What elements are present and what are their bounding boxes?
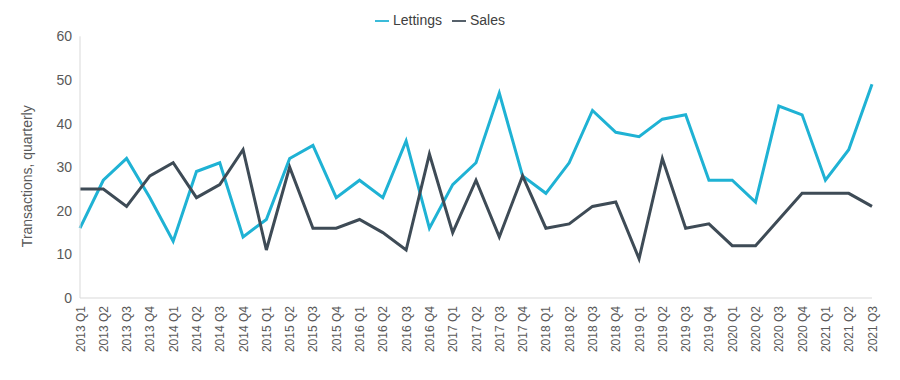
svg-text:2019 Q2: 2019 Q2: [656, 306, 670, 352]
svg-text:2020 Q2: 2020 Q2: [749, 306, 763, 352]
svg-text:50: 50: [56, 72, 72, 88]
svg-text:2016 Q4: 2016 Q4: [423, 306, 437, 352]
svg-text:10: 10: [56, 246, 72, 262]
svg-text:2016 Q1: 2016 Q1: [353, 306, 367, 352]
svg-text:2014 Q2: 2014 Q2: [190, 306, 204, 352]
svg-text:2015 Q1: 2015 Q1: [260, 306, 274, 352]
html-text:Sales: Sales: [470, 12, 505, 28]
svg-text:2019 Q3: 2019 Q3: [679, 306, 693, 352]
svg-text:2014 Q1: 2014 Q1: [167, 306, 181, 352]
svg-text:2018 Q4: 2018 Q4: [609, 306, 623, 352]
svg-text:2018 Q3: 2018 Q3: [586, 306, 600, 352]
svg-text:30: 30: [56, 159, 72, 175]
svg-text:2015 Q3: 2015 Q3: [306, 306, 320, 352]
svg-text:2017 Q4: 2017 Q4: [516, 306, 530, 352]
svg-text:2020 Q3: 2020 Q3: [772, 306, 786, 352]
svg-text:2016 Q2: 2016 Q2: [376, 306, 390, 352]
svg-text:0: 0: [64, 290, 72, 306]
svg-text:2021 Q3: 2021 Q3: [866, 306, 880, 352]
svg-text:2018 Q1: 2018 Q1: [539, 306, 553, 352]
svg-text:2013 Q2: 2013 Q2: [97, 306, 111, 352]
html-text:Lettings: Lettings: [393, 12, 442, 28]
svg-text:2018 Q2: 2018 Q2: [563, 306, 577, 352]
svg-text:2013 Q1: 2013 Q1: [74, 306, 88, 352]
svg-text:2013 Q4: 2013 Q4: [143, 306, 157, 352]
svg-text:2020 Q1: 2020 Q1: [726, 306, 740, 352]
svg-text:2019 Q1: 2019 Q1: [633, 306, 647, 352]
svg-text:60: 60: [56, 28, 72, 44]
svg-text:2017 Q3: 2017 Q3: [493, 306, 507, 352]
svg-text:2013 Q3: 2013 Q3: [120, 306, 134, 352]
svg-text:2020 Q4: 2020 Q4: [796, 306, 810, 352]
svg-text:20: 20: [56, 203, 72, 219]
svg-text:2016 Q3: 2016 Q3: [400, 306, 414, 352]
svg-text:2014 Q3: 2014 Q3: [213, 306, 227, 352]
svg-text:2021 Q1: 2021 Q1: [819, 306, 833, 352]
svg-text:2017 Q1: 2017 Q1: [446, 306, 460, 352]
svg-text:2017 Q2: 2017 Q2: [470, 306, 484, 352]
svg-text:Transactions, quarterly: Transactions, quarterly: [19, 105, 35, 247]
svg-text:2019 Q4: 2019 Q4: [702, 306, 716, 352]
svg-text:2014 Q4: 2014 Q4: [237, 306, 251, 352]
svg-text:2015 Q4: 2015 Q4: [330, 306, 344, 352]
svg-text:40: 40: [56, 116, 72, 132]
svg-text:2021 Q2: 2021 Q2: [842, 306, 856, 352]
svg-text:2015 Q2: 2015 Q2: [283, 306, 297, 352]
